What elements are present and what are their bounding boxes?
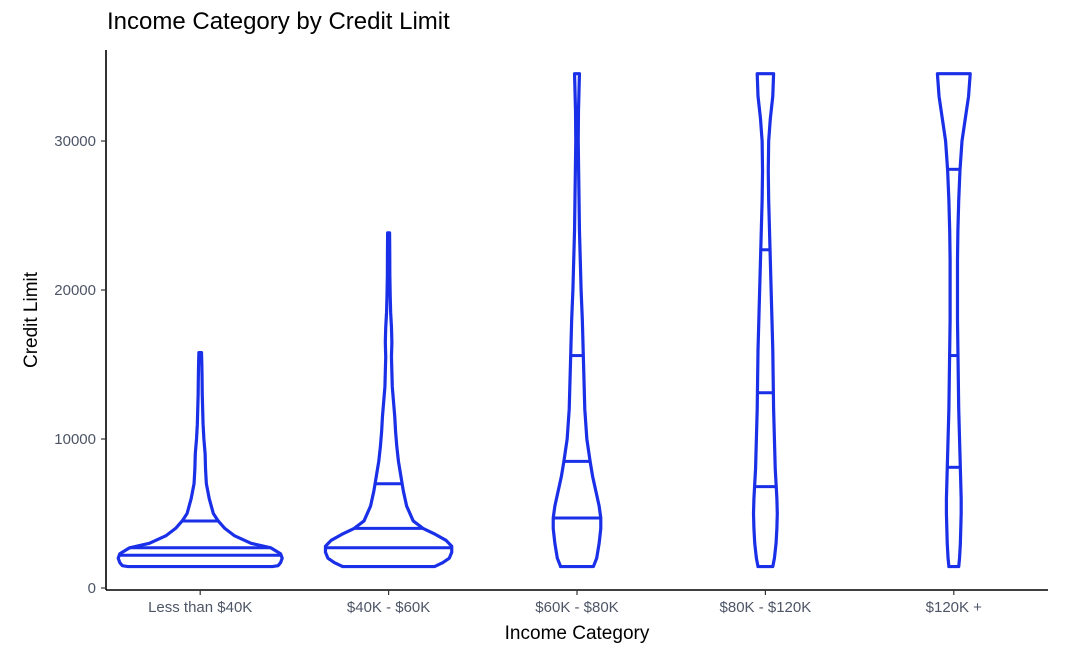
violins <box>116 72 972 569</box>
x-tick-label: $120K + <box>926 599 983 616</box>
y-axis-title: Credit Limit <box>21 271 42 368</box>
x-axis-title: Income Category <box>505 623 650 644</box>
x-tick-label: $80K - $120K <box>720 599 812 616</box>
y-tick-label: 10000 <box>54 431 96 448</box>
y-tick-label: 30000 <box>54 133 96 150</box>
x-ticks: Less than $40K $40K - $60K $60K - $80K $80K… <box>148 590 982 616</box>
x-tick-label: $60K - $80K <box>535 599 618 616</box>
y-tick-label: 0 <box>88 580 96 597</box>
x-tick-label: $40K - $60K <box>347 599 430 616</box>
violin-outline <box>751 72 779 569</box>
violin-outline <box>935 72 972 569</box>
violin-outline <box>551 72 603 569</box>
y-ticks: 0 10000 20000 30000 <box>54 133 106 597</box>
chart-title: Income Category by Credit Limit <box>107 8 450 35</box>
x-tick-label: Less than $40K <box>148 599 252 616</box>
violin-outline <box>116 350 284 569</box>
violin-outline <box>323 231 454 569</box>
y-tick-label: 20000 <box>54 282 96 299</box>
